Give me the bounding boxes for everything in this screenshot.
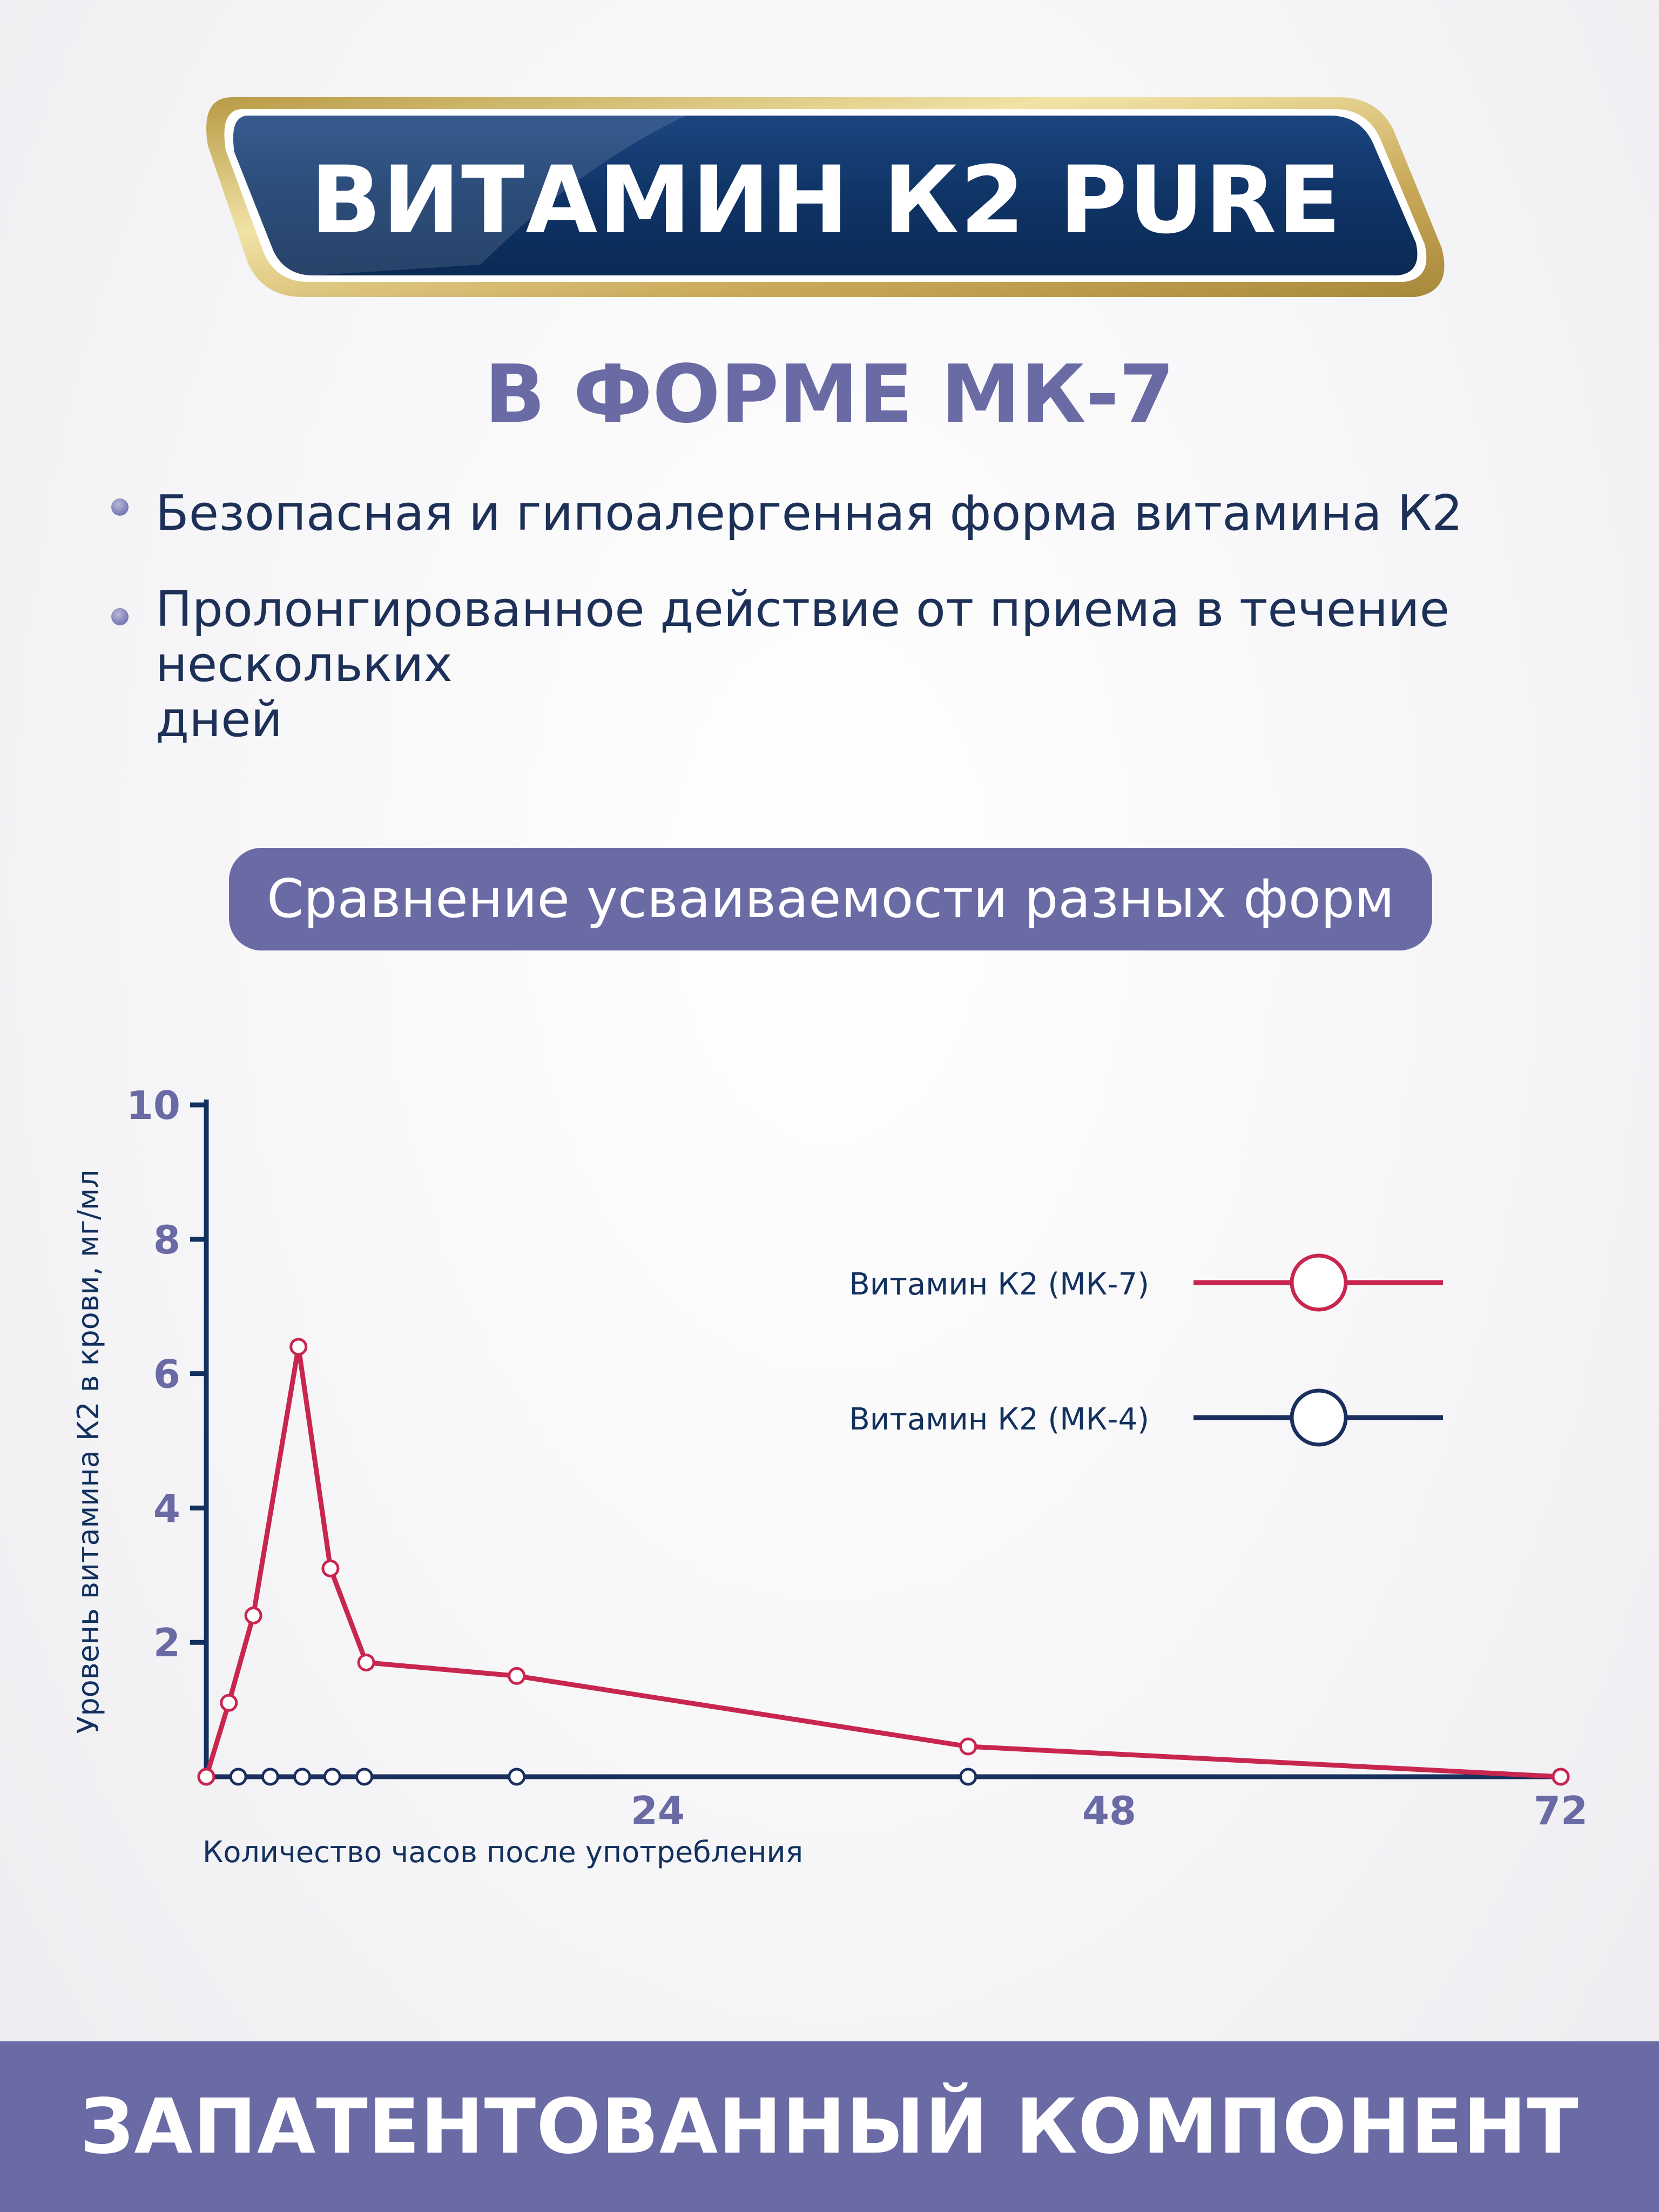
data-point-mk4 [959, 1768, 977, 1786]
bullet-dot-icon [111, 608, 129, 625]
bullet-item-1: Безопасная и гипоалергенная форма витами… [156, 486, 1560, 541]
data-point-mk4 [323, 1768, 341, 1786]
data-point-mk7 [220, 1694, 238, 1712]
x-tick-label: 24 [631, 1788, 685, 1833]
data-point-mk7 [197, 1768, 215, 1786]
data-point-mk4 [229, 1768, 247, 1786]
legend-marker [1290, 1253, 1348, 1312]
bullet-line: Безопасная и гипоалергенная форма витами… [156, 485, 1463, 542]
x-axis-label: Количество часов после употребления [203, 1835, 803, 1869]
banner-shape [206, 97, 1445, 297]
title-banner: ВИТАМИН К2 PURE [200, 86, 1453, 313]
data-point-mk7 [357, 1654, 375, 1672]
bullet-item-2: Пролонгированное действие от приема в те… [156, 582, 1560, 747]
data-point-mk7 [508, 1667, 526, 1685]
y-axis-label: Уровень витамина К2 в крови, мг/мл [71, 1169, 105, 1734]
legend-label: Витамин К2 (МК-4) [849, 1402, 1149, 1437]
absorption-chart: 2 4 6 8 10 24 48 72 Количество часов после употр… [0, 1058, 1659, 1890]
data-point-mk7 [244, 1606, 262, 1624]
bullet-line: дней [156, 691, 282, 748]
y-tick-label: 8 [153, 1217, 180, 1263]
data-point-mk4 [508, 1768, 526, 1786]
bullet-line: нескольких [156, 636, 453, 693]
subtitle: В ФОРМЕ МК-7 [484, 348, 1175, 441]
y-tick-label: 10 [126, 1083, 180, 1128]
footer-banner: ЗАПАТЕНТОВАННЫЙ КОМПОНЕНТ [0, 2041, 1659, 2212]
data-point-mk7 [289, 1338, 308, 1356]
x-tick-label: 72 [1534, 1788, 1588, 1833]
data-point-mk7 [959, 1737, 977, 1756]
legend-marker [1290, 1388, 1348, 1447]
y-tick-label: 2 [153, 1620, 180, 1665]
data-point-mk7 [321, 1559, 340, 1577]
data-point-mk4 [355, 1768, 374, 1786]
bullet-dot-icon [111, 498, 129, 516]
data-point-mk4 [261, 1768, 279, 1786]
data-point-mk7 [1552, 1768, 1570, 1786]
legend-label: Витамин К2 (МК-7) [849, 1267, 1149, 1302]
y-tick-label: 6 [153, 1352, 180, 1397]
y-tick-label: 4 [153, 1486, 180, 1531]
data-point-mk4 [293, 1768, 312, 1786]
bullet-line: Пролонгированное действие от приема в те… [156, 581, 1449, 638]
comparison-label: Сравнение усваиваемости разных форм [229, 848, 1432, 950]
page-title: ВИТАМИН К2 PURE [310, 145, 1343, 254]
x-tick-label: 48 [1082, 1788, 1136, 1833]
